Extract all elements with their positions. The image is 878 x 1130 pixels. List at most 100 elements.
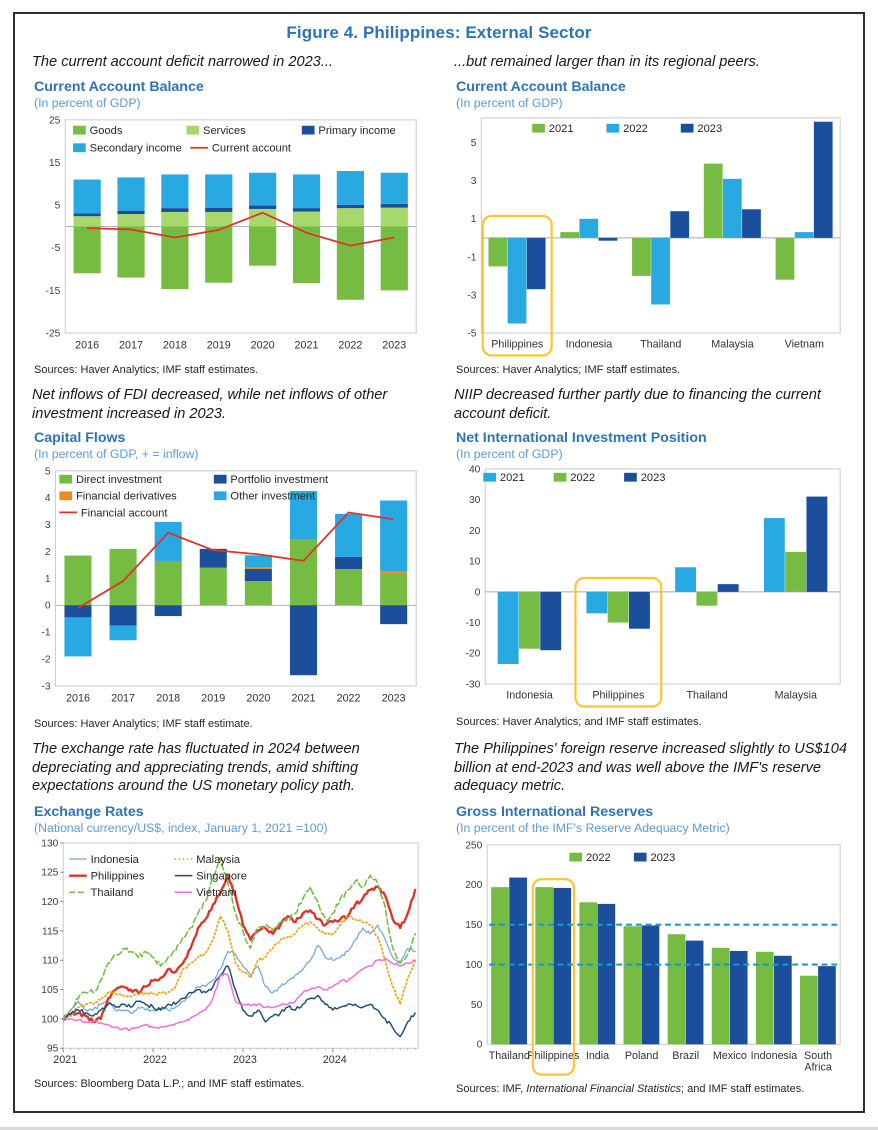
- svg-text:-10: -10: [466, 618, 481, 629]
- svg-text:Portfolio investment: Portfolio investment: [230, 475, 329, 487]
- chart-subtitle: (In percent of GDP): [456, 447, 563, 462]
- svg-text:105: 105: [41, 985, 58, 996]
- svg-text:-3: -3: [467, 290, 476, 301]
- svg-text:-5: -5: [51, 243, 60, 254]
- svg-text:Singapore: Singapore: [196, 870, 247, 882]
- panel-exchange-rates: The exchange rate has fluctuated in 2024…: [30, 730, 426, 1096]
- chart-subtitle: (In percent of GDP): [456, 96, 563, 110]
- svg-text:125: 125: [41, 867, 58, 878]
- svg-text:Thailand: Thailand: [686, 690, 727, 702]
- svg-text:10: 10: [469, 557, 481, 568]
- line-series: [62, 924, 416, 1023]
- svg-text:110: 110: [42, 955, 59, 966]
- svg-text:-2: -2: [41, 655, 50, 666]
- svg-text:-1: -1: [41, 628, 50, 639]
- svg-text:2022: 2022: [143, 1054, 167, 1066]
- panel-current-account-balance: The current account deficit narrowed in …: [30, 47, 426, 376]
- chart-subtitle: (In percent of GDP, + = inflow): [34, 447, 199, 462]
- chart-subtitle: (In percent of GDP): [34, 96, 141, 110]
- chart-svg: 5 4 3 2 1 0 -1 -2 -3 2016 2017 2018 2019 2020 2021 2022…: [41, 467, 417, 705]
- svg-text:2022: 2022: [570, 473, 595, 485]
- svg-text:2022: 2022: [586, 852, 611, 864]
- svg-text:100: 100: [41, 1014, 58, 1025]
- svg-text:2021: 2021: [292, 693, 316, 705]
- panel-caption: NIIP decreased further partly due to fin…: [454, 387, 821, 423]
- panel-caption: The exchange rate has fluctuated in 2024…: [32, 740, 360, 795]
- chart-exchange-rates: 130 125 120 115 110 105 100 95 2021 2022 2023 2024 I…: [30, 838, 426, 1077]
- svg-text:2: 2: [45, 547, 51, 558]
- svg-text:130: 130: [41, 839, 58, 849]
- svg-text:5: 5: [471, 138, 477, 149]
- svg-text:2022: 2022: [338, 340, 362, 352]
- svg-text:2018: 2018: [163, 340, 187, 352]
- svg-text:2023: 2023: [382, 693, 406, 705]
- line-series: [62, 957, 416, 1032]
- svg-text:Poland: Poland: [625, 1050, 658, 1062]
- chart-svg: 25 15 5 -5 -15 -25 2016 2017 2018 2019 2020 2021 202…: [45, 115, 417, 352]
- chart-capital-flows: 5 4 3 2 1 0 -1 -2 -3 2016 2017 2018 2019 2020 2021 2022…: [30, 465, 426, 716]
- chart-head: Current Account Balance (In percent of G…: [34, 79, 426, 110]
- svg-text:0: 0: [475, 588, 481, 599]
- chart-subtitle: (National currency/US$, index, January 1…: [34, 820, 328, 835]
- svg-text:-30: -30: [466, 680, 481, 691]
- chart-title: Net International Investment Position: [456, 430, 707, 447]
- svg-text:Philippines: Philippines: [592, 690, 644, 702]
- svg-text:2016: 2016: [66, 693, 90, 705]
- svg-text:0: 0: [45, 601, 51, 612]
- svg-text:50: 50: [471, 1000, 483, 1011]
- chart-title: Current Account Balance: [456, 79, 626, 95]
- svg-text:-20: -20: [466, 649, 481, 660]
- bars-layer: [488, 121, 833, 324]
- svg-text:Indonesia: Indonesia: [506, 690, 553, 702]
- svg-text:Other investment: Other investment: [230, 491, 316, 503]
- svg-text:Malaysia: Malaysia: [196, 854, 241, 866]
- chart-svg: 40 30 20 10 0 -10 -20 -30 Indonesia Philippines Th…: [466, 465, 841, 709]
- highlight-box: [531, 877, 576, 1076]
- sources-suffix: ; and IMF staff estimates.: [680, 1083, 805, 1096]
- svg-text:2017: 2017: [119, 340, 143, 352]
- svg-text:0: 0: [477, 1040, 483, 1051]
- svg-text:Mexico: Mexico: [713, 1050, 747, 1062]
- panel-caption: Net inflows of FDI decreased, while net …: [32, 387, 388, 423]
- bars-layer: [64, 491, 408, 676]
- panel-gross-international-reserves: The Philippines' foreign reserve increas…: [452, 730, 848, 1096]
- svg-text:40: 40: [469, 465, 481, 475]
- svg-text:3: 3: [471, 176, 477, 187]
- svg-text:-1: -1: [467, 252, 476, 263]
- svg-text:100: 100: [465, 960, 482, 971]
- panel-current-account-balance-peers: ...but remained larger than in its regio…: [452, 47, 848, 376]
- svg-text:2024: 2024: [323, 1054, 347, 1066]
- svg-text:30: 30: [469, 495, 481, 506]
- svg-text:2016: 2016: [75, 340, 99, 352]
- chart-head: Capital Flows (In percent of GDP, + = in…: [34, 430, 426, 461]
- chart-sources: Sources: Haver Analytics; IMF staff esti…: [34, 717, 253, 730]
- chart-sources: Sources: Haver Analytics; IMF staff esti…: [34, 364, 259, 377]
- svg-text:2022: 2022: [337, 693, 361, 705]
- svg-text:2019: 2019: [201, 693, 225, 705]
- svg-text:2021: 2021: [53, 1054, 77, 1066]
- svg-text:25: 25: [49, 115, 61, 126]
- svg-text:Financial derivatives: Financial derivatives: [76, 491, 177, 503]
- svg-text:Current account: Current account: [212, 143, 292, 155]
- svg-text:Goods: Goods: [90, 125, 123, 137]
- line-series: [62, 914, 416, 1020]
- bars-layer: [491, 877, 836, 1045]
- highlight-box: [481, 214, 553, 357]
- svg-text:95: 95: [47, 1043, 59, 1054]
- panels-grid: The current account deficit narrowed in …: [15, 47, 863, 1095]
- bars-layer: [497, 497, 828, 665]
- svg-text:20: 20: [469, 526, 481, 537]
- svg-text:5: 5: [55, 201, 61, 212]
- svg-text:Indonesia: Indonesia: [91, 854, 140, 866]
- chart-head: Net International Investment Position (I…: [456, 430, 848, 461]
- svg-text:Direct investment: Direct investment: [76, 475, 163, 487]
- overlay-line: [77, 512, 394, 610]
- svg-text:2023: 2023: [697, 123, 722, 135]
- next-page-edge: [0, 1127, 878, 1130]
- chart-title: Exchange Rates: [34, 803, 144, 820]
- chart-niip: 40 30 20 10 0 -10 -20 -30 Indonesia Philippines Th…: [452, 465, 848, 714]
